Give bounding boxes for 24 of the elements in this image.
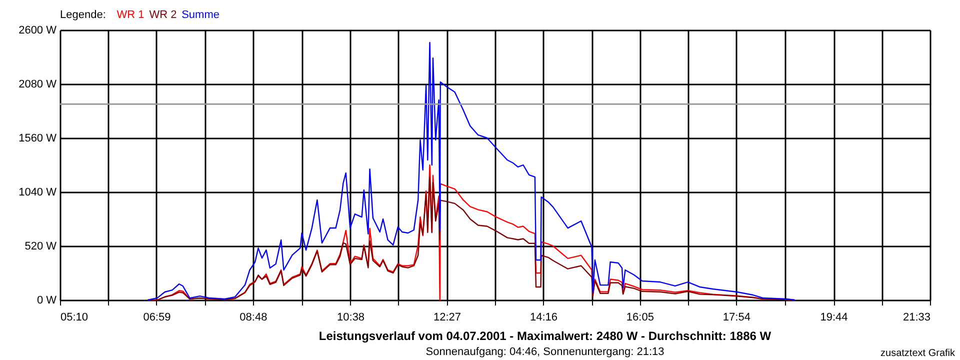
x-tick-label: 06:59 (143, 312, 171, 324)
text: WR 1 (116, 9, 144, 21)
x-tick-label: 19:44 (820, 312, 848, 324)
y-tick-label: 1560 W (18, 132, 58, 144)
x-tick-label: 14:16 (530, 312, 558, 324)
y-tick-label: 0 W (36, 294, 58, 306)
legend-title: Legende: (60, 9, 106, 21)
x-tick-label: 05:10 (60, 312, 88, 324)
text: Sonnenaufgang: 04:46, Sonnenuntergang: 21:13 (426, 346, 664, 358)
text: WR 2 (149, 9, 177, 21)
y-tick-label: 2080 W (18, 78, 58, 90)
y-tick-label: 520 W (24, 240, 58, 252)
text: zusatztext Grafik (880, 348, 956, 359)
x-tick-label: 17:54 (722, 312, 750, 324)
x-tick-label: 12:27 (434, 312, 462, 324)
y-tick-label: 1040 W (18, 186, 58, 198)
text: Leistungsverlauf vom 04.07.2001 - Maximalwert: 2480 W - Durchschnitt: 1886 W (318, 329, 772, 343)
y-tick-label: 2600 W (18, 24, 58, 36)
text: Summe (182, 9, 220, 21)
line-series (147, 42, 796, 301)
x-tick-label: 16:05 (626, 312, 654, 324)
x-tick-label: 08:48 (240, 312, 268, 324)
x-tick-label: 21:33 (902, 312, 930, 324)
x-tick-label: 10:38 (337, 312, 365, 324)
